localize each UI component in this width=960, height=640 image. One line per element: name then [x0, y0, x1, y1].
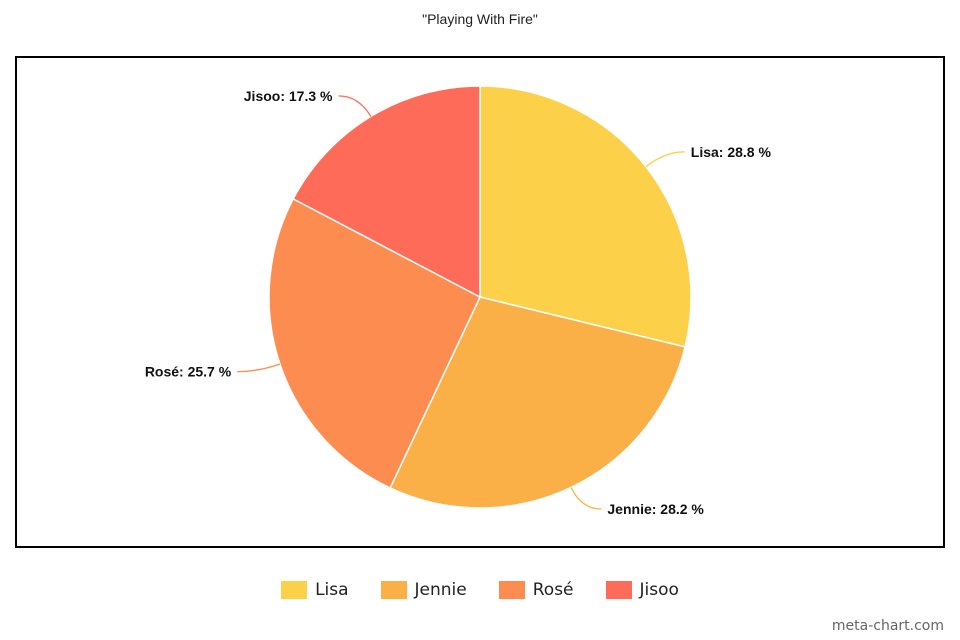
legend-label-rose: Rosé: [532, 580, 574, 600]
legend-item-rose[interactable]: Rosé: [498, 580, 574, 600]
legend-item-jisoo[interactable]: Jisoo: [605, 580, 679, 600]
leader-line-rose: [237, 363, 281, 373]
legend-swatch-rose: [498, 581, 525, 599]
legend-label-jennie: Jennie: [414, 580, 467, 600]
pie-slices: [268, 85, 692, 509]
legend-swatch-jennie: [380, 581, 407, 599]
leader-line-jisoo: [338, 95, 372, 117]
legend-item-jennie[interactable]: Jennie: [380, 580, 467, 600]
legend: Lisa Jennie Rosé Jisoo: [0, 577, 960, 603]
leader-line-lisa: [645, 151, 685, 168]
legend-swatch-jisoo: [605, 581, 632, 599]
legend-label-jisoo: Jisoo: [639, 580, 679, 600]
slice-label-rose: Rosé: 25.7 %: [145, 364, 232, 380]
slice-labels: Lisa: 28.8 % Jennie: 28.2 % Rosé: 25.7 % Ji…: [145, 88, 772, 517]
legend-item-lisa[interactable]: Lisa: [281, 580, 349, 600]
watermark: meta-chart.com: [831, 618, 944, 634]
legend-label-lisa: Lisa: [315, 580, 349, 600]
slice-label-jennie: Jennie: 28.2 %: [607, 501, 704, 517]
slice-label-lisa: Lisa: 28.8 %: [691, 144, 772, 160]
leader-line-jennie: [570, 487, 602, 510]
label-leader-lines: [237, 95, 685, 510]
plot-area: [15, 56, 945, 548]
pie-slice-lisa[interactable]: [479, 85, 692, 348]
chart-title: "Playing With Fire": [422, 11, 538, 27]
legend-swatch-lisa: [281, 581, 308, 599]
pie-slice-rose[interactable]: [268, 197, 481, 489]
slice-label-jisoo: Jisoo: 17.3 %: [244, 88, 333, 104]
pie-slice-jisoo[interactable]: [292, 85, 481, 299]
pie-slice-jennie[interactable]: [389, 296, 686, 509]
